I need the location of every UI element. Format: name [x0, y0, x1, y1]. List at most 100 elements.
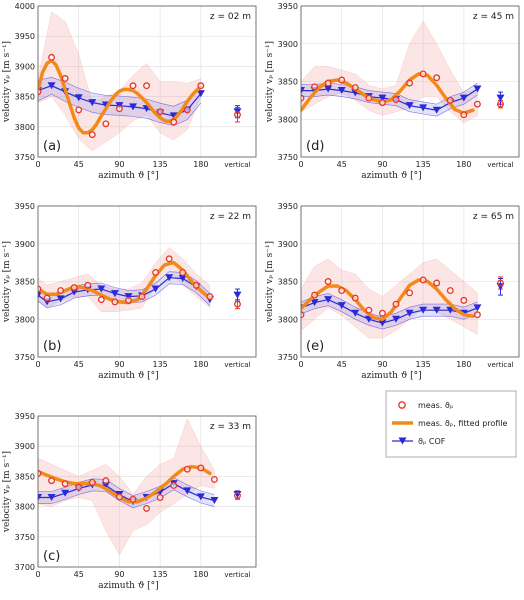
measured-point: [406, 79, 414, 87]
measured-point: [433, 74, 441, 82]
measured-point: [75, 106, 83, 114]
cof-point: [196, 90, 205, 98]
cof-band-upper-line: [38, 76, 202, 107]
legend-cof-label: ϑₚ COF: [418, 437, 446, 446]
legend-measured-marker: [398, 401, 406, 409]
cof-band-lower-line: [301, 94, 478, 117]
y-tick-label: 3800: [15, 123, 35, 132]
y-tick-label: 3750: [278, 153, 298, 162]
measured-point: [419, 276, 427, 284]
measured-point: [84, 281, 92, 289]
x-tick-label-vertical: vertical: [224, 571, 250, 579]
panel-label: (e): [306, 339, 324, 354]
legend-measured-label: meas. ϑₚ: [418, 401, 453, 410]
plot-area: [301, 258, 482, 339]
cof-point: [210, 497, 219, 505]
plot-area: [301, 20, 482, 124]
legend: meas. ϑₚ meas. ϑₚ, fitted profile ϑₚ COF: [385, 390, 517, 458]
x-tick-label: 45: [337, 160, 347, 169]
cof-point: [337, 87, 346, 95]
x-tick-label: 180: [193, 570, 208, 579]
measured-point: [446, 287, 454, 295]
measured-point: [57, 287, 65, 295]
measured-point: [61, 75, 69, 82]
vertical-measured-point: [497, 100, 504, 108]
y-axis-label: velocity vₚ [m s⁻¹]: [2, 241, 12, 323]
fitted-profile-line: [38, 260, 212, 305]
cof-band-lower-line: [301, 305, 478, 330]
measured-point: [115, 493, 123, 501]
y-tick-label: 3750: [15, 533, 35, 542]
plot-area: [38, 247, 214, 312]
cof-point: [419, 306, 428, 314]
measured-point: [460, 111, 468, 119]
cof-point: [47, 82, 56, 90]
vertical-cof-point: [496, 94, 505, 102]
panel-label: (a): [43, 139, 61, 154]
x-axis-label: azimuth ϑ [°]: [361, 171, 421, 181]
measured-point: [143, 82, 151, 90]
vertical-cof-point: [233, 291, 242, 299]
x-tick-label: 180: [456, 160, 471, 169]
measured-point: [406, 289, 414, 297]
measured-point: [183, 465, 191, 473]
measured-point: [419, 70, 427, 78]
vertical-cof-point: [233, 491, 242, 499]
cof-band-lower-line: [38, 489, 215, 509]
x-axis-label: azimuth ϑ [°]: [98, 171, 158, 181]
cof-point: [324, 85, 333, 93]
measured-point: [460, 296, 468, 304]
plot-area: [38, 418, 219, 556]
x-tick-label: 90: [377, 160, 387, 169]
x-tick-label: 45: [337, 360, 347, 369]
x-tick-label: 90: [377, 360, 387, 369]
axes-frame: [37, 5, 257, 158]
y-tick-label: 3800: [15, 503, 35, 512]
cof-point: [405, 309, 414, 317]
y-tick-label: 3950: [15, 412, 35, 421]
measured-point: [143, 504, 151, 512]
legend-fitted-label: meas. ϑₚ, fitted profile: [418, 419, 508, 428]
measured-point: [152, 268, 160, 276]
y-tick-label: 4000: [15, 2, 35, 11]
panel-label: (c): [43, 549, 60, 564]
measured-point: [338, 287, 346, 295]
cof-point: [310, 299, 319, 307]
measured-point: [392, 96, 400, 104]
cof-point: [459, 94, 468, 102]
cof-point: [56, 295, 65, 303]
x-tick-label: 135: [152, 570, 167, 579]
cof-point: [473, 304, 482, 312]
y-axis-label: velocity vₚ [m s⁻¹]: [2, 451, 12, 533]
y-tick-label: 3700: [15, 563, 35, 572]
y-tick-label: 3900: [278, 240, 298, 249]
cof-point: [97, 285, 106, 293]
depth-label: z = 65 m: [473, 212, 514, 222]
measured-point: [197, 464, 205, 472]
measured-point: [197, 82, 205, 90]
x-tick-label: 180: [456, 360, 471, 369]
measured-point: [324, 79, 332, 87]
measured-point: [311, 291, 319, 299]
panel-label: (b): [43, 339, 61, 354]
x-axis-label: azimuth ϑ [°]: [361, 371, 421, 381]
x-tick-label: 180: [193, 360, 208, 369]
cof-point: [183, 487, 192, 495]
y-tick-label: 3850: [278, 278, 298, 287]
measured-point: [125, 296, 132, 304]
measured-point: [311, 83, 319, 91]
measured-point: [192, 281, 200, 289]
cof-point: [405, 102, 414, 110]
measured-point: [324, 278, 332, 285]
cof-point: [169, 112, 178, 120]
cof-point: [165, 274, 174, 282]
y-tick-label: 3750: [278, 353, 298, 362]
y-tick-label: 3950: [278, 2, 298, 11]
measured-point: [48, 53, 56, 61]
measured-point: [102, 120, 110, 128]
y-tick-label: 3850: [15, 93, 35, 102]
depth-label: z = 45 m: [473, 12, 514, 22]
cof-point: [128, 103, 137, 111]
vertical-measured-point: [497, 279, 504, 287]
cof-band-upper-line: [38, 477, 215, 497]
